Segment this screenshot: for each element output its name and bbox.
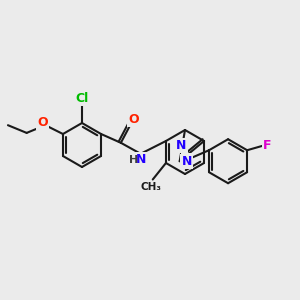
- Text: N: N: [182, 155, 192, 168]
- Text: CH₃: CH₃: [140, 182, 161, 191]
- Text: N: N: [176, 139, 187, 152]
- Text: F: F: [263, 139, 272, 152]
- Text: Cl: Cl: [75, 92, 88, 105]
- Text: N: N: [182, 154, 192, 167]
- Text: H: H: [129, 155, 138, 165]
- Text: O: O: [128, 112, 139, 126]
- Text: N: N: [136, 153, 146, 166]
- Text: O: O: [37, 116, 48, 129]
